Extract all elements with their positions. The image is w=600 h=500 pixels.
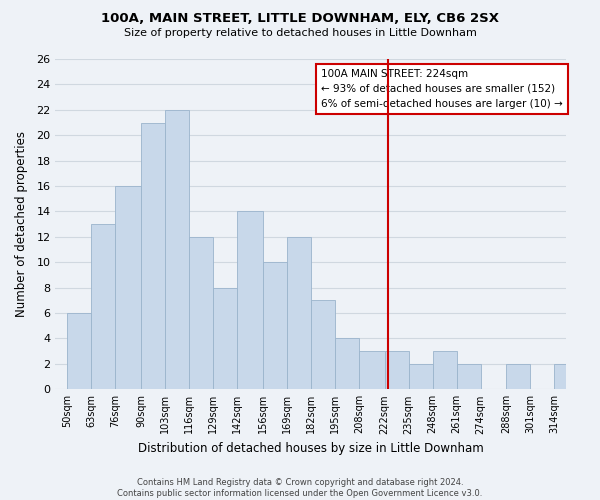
Bar	[506, 364, 530, 390]
Bar	[385, 351, 409, 390]
Bar	[141, 122, 165, 390]
Bar	[213, 288, 237, 390]
Bar	[115, 186, 141, 390]
Y-axis label: Number of detached properties: Number of detached properties	[15, 131, 28, 317]
Bar	[409, 364, 433, 390]
Bar	[554, 364, 578, 390]
Bar	[237, 212, 263, 390]
Bar	[433, 351, 457, 390]
X-axis label: Distribution of detached houses by size in Little Downham: Distribution of detached houses by size …	[138, 442, 484, 455]
Bar	[335, 338, 359, 390]
Text: 100A MAIN STREET: 224sqm
← 93% of detached houses are smaller (152)
6% of semi-d: 100A MAIN STREET: 224sqm ← 93% of detach…	[321, 69, 563, 108]
Bar	[165, 110, 189, 390]
Text: 100A, MAIN STREET, LITTLE DOWNHAM, ELY, CB6 2SX: 100A, MAIN STREET, LITTLE DOWNHAM, ELY, …	[101, 12, 499, 26]
Bar	[311, 300, 335, 390]
Bar	[67, 313, 91, 390]
Bar	[263, 262, 287, 390]
Text: Size of property relative to detached houses in Little Downham: Size of property relative to detached ho…	[124, 28, 476, 38]
Bar	[457, 364, 481, 390]
Text: Contains HM Land Registry data © Crown copyright and database right 2024.
Contai: Contains HM Land Registry data © Crown c…	[118, 478, 482, 498]
Bar	[189, 237, 213, 390]
Bar	[91, 224, 115, 390]
Bar	[287, 237, 311, 390]
Bar	[359, 351, 385, 390]
